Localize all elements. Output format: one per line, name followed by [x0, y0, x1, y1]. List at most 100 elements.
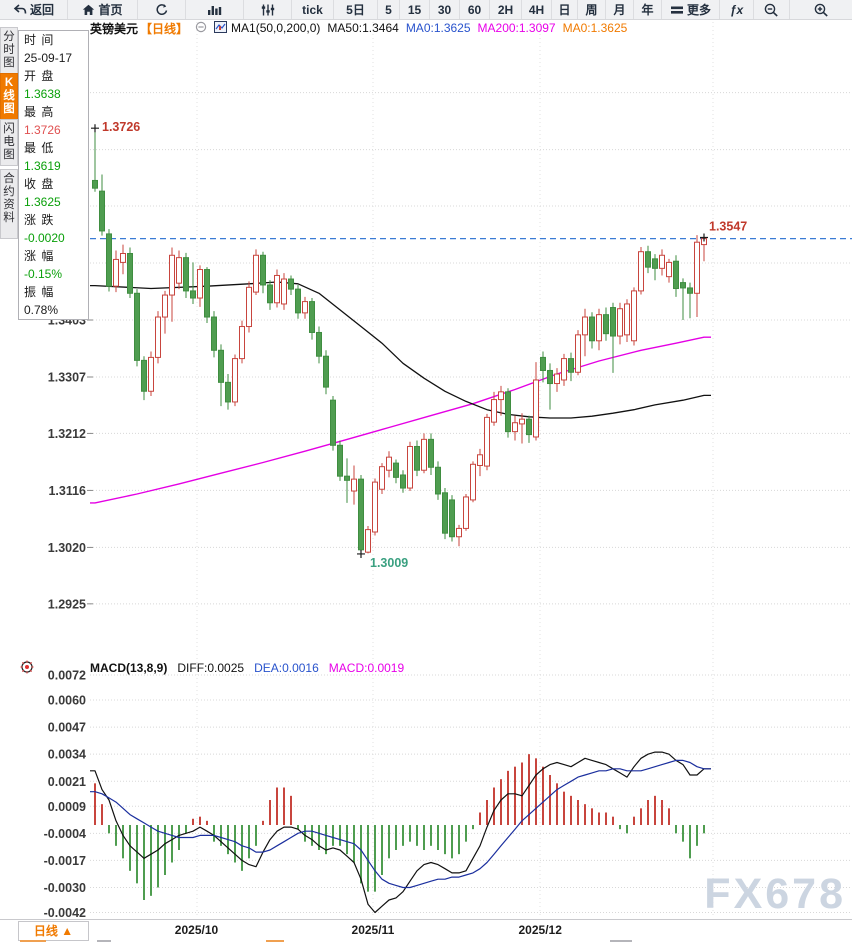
candle[interactable] — [484, 413, 490, 471]
candle[interactable] — [498, 385, 504, 416]
candle[interactable] — [372, 478, 378, 536]
candle[interactable] — [323, 350, 329, 395]
home-button[interactable]: 首页 — [68, 0, 138, 19]
candle[interactable] — [169, 247, 175, 322]
candle[interactable] — [533, 362, 539, 441]
candle[interactable] — [148, 351, 154, 397]
candle[interactable] — [351, 465, 357, 505]
candle[interactable] — [680, 278, 686, 320]
candle[interactable] — [183, 252, 189, 299]
candle[interactable] — [442, 488, 448, 540]
candle[interactable] — [673, 255, 679, 297]
chart-type-button[interactable] — [186, 0, 244, 19]
indicator-settings-button[interactable] — [244, 0, 292, 19]
candle[interactable] — [365, 526, 371, 554]
candle[interactable] — [204, 267, 210, 323]
candle[interactable] — [155, 311, 161, 364]
candle[interactable] — [645, 245, 651, 274]
candle[interactable] — [253, 249, 259, 296]
candle[interactable] — [99, 174, 105, 236]
candle[interactable] — [267, 280, 273, 310]
candle[interactable] — [449, 495, 455, 542]
month-button[interactable]: 月 — [606, 0, 634, 19]
candle[interactable] — [456, 524, 462, 547]
candle[interactable] — [176, 250, 182, 290]
candle[interactable] — [281, 273, 287, 310]
candle[interactable] — [190, 262, 196, 304]
year-button[interactable]: 年 — [634, 0, 662, 19]
candle[interactable] — [421, 433, 427, 474]
candle[interactable] — [512, 415, 518, 441]
candle[interactable] — [197, 265, 203, 307]
4h-button[interactable]: 4H — [522, 0, 552, 19]
15-button[interactable]: 15 — [400, 0, 430, 19]
candle[interactable] — [134, 289, 140, 367]
candle[interactable] — [505, 388, 511, 438]
candle[interactable] — [638, 246, 644, 295]
candle[interactable] — [575, 330, 581, 376]
candle[interactable] — [547, 363, 553, 410]
candle[interactable] — [435, 461, 441, 500]
candle[interactable] — [666, 258, 672, 283]
tick-button[interactable]: tick — [292, 0, 334, 19]
candle[interactable] — [561, 353, 567, 386]
30-button[interactable]: 30 — [430, 0, 460, 19]
candle[interactable] — [295, 284, 301, 319]
candle[interactable] — [407, 441, 413, 492]
candle[interactable] — [127, 247, 133, 299]
day-button[interactable]: 日 — [552, 0, 578, 19]
candle[interactable] — [491, 391, 497, 426]
zoom-in-button[interactable] — [790, 0, 852, 19]
candle[interactable] — [274, 269, 280, 308]
candle[interactable] — [393, 459, 399, 484]
candle[interactable] — [239, 320, 245, 364]
sidebar-tab-flash-chart[interactable]: 闪电图 — [0, 119, 18, 166]
candle[interactable] — [260, 251, 266, 294]
candle[interactable] — [414, 440, 420, 477]
candle[interactable] — [225, 374, 231, 410]
candle[interactable] — [232, 354, 238, 407]
period-selector[interactable]: 日线 ▲ — [18, 921, 89, 941]
candle[interactable] — [568, 352, 574, 382]
candle[interactable] — [337, 440, 343, 481]
candle[interactable] — [603, 307, 609, 341]
2h-button[interactable]: 2H — [490, 0, 522, 19]
candle[interactable] — [470, 461, 476, 503]
candle[interactable] — [428, 433, 434, 475]
candle[interactable] — [694, 235, 700, 318]
candle[interactable] — [617, 302, 623, 345]
candle[interactable] — [624, 299, 630, 342]
back-button[interactable]: 返回 — [0, 0, 68, 19]
candle[interactable] — [652, 254, 658, 281]
candle[interactable] — [659, 249, 665, 276]
candle[interactable] — [526, 415, 532, 443]
candle[interactable] — [477, 448, 483, 477]
candle[interactable] — [211, 311, 217, 358]
candle[interactable] — [386, 451, 392, 478]
candle[interactable] — [687, 282, 693, 319]
candle[interactable] — [302, 296, 308, 319]
candle[interactable] — [92, 128, 98, 192]
candle[interactable] — [162, 290, 168, 334]
candle[interactable] — [540, 351, 546, 383]
candle[interactable] — [610, 302, 616, 373]
sidebar-tab-kline-chart[interactable]: K线图 — [0, 73, 18, 120]
candle[interactable] — [288, 275, 294, 296]
candle[interactable] — [218, 344, 224, 407]
more-button[interactable]: 更多 — [662, 0, 720, 19]
candle[interactable] — [631, 287, 637, 346]
candle[interactable] — [400, 470, 406, 493]
candle[interactable] — [344, 458, 350, 503]
week-button[interactable]: 周 — [578, 0, 606, 19]
candle[interactable] — [330, 396, 336, 451]
candle[interactable] — [106, 229, 112, 292]
fx-button[interactable]: ƒx — [720, 0, 754, 19]
candle[interactable] — [120, 244, 126, 275]
candle[interactable] — [309, 298, 315, 340]
candle[interactable] — [358, 474, 364, 554]
candle[interactable] — [463, 493, 469, 531]
candle[interactable] — [316, 326, 322, 364]
sidebar-tab-contract-info[interactable]: 合约资料 — [0, 169, 18, 239]
5d-button[interactable]: 5日 — [334, 0, 378, 19]
